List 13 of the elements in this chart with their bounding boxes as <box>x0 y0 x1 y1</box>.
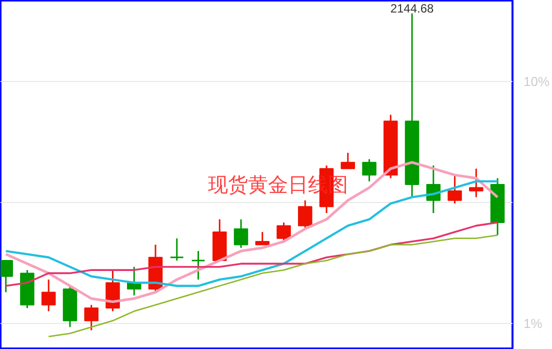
candlestick <box>191 250 206 280</box>
candlestick <box>448 174 462 204</box>
candlestick <box>298 200 312 230</box>
candlestick <box>469 168 484 198</box>
candlestick <box>255 231 270 246</box>
annotation: 2144.68 <box>390 1 434 16</box>
candlestick <box>362 158 376 182</box>
candlestick <box>340 152 356 170</box>
candlestick <box>41 278 56 312</box>
candlestick <box>170 238 184 262</box>
candlestick <box>276 222 291 242</box>
candlestick <box>84 304 98 331</box>
candlestick <box>234 218 248 249</box>
